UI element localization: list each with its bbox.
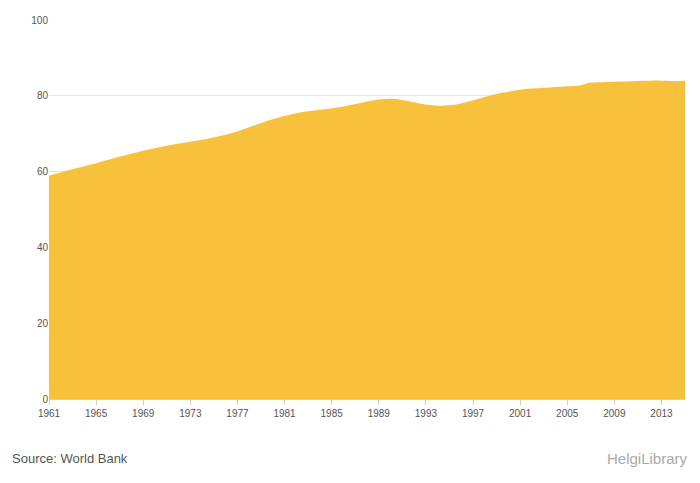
svg-text:100: 100 xyxy=(31,15,48,26)
svg-text:2009: 2009 xyxy=(603,408,626,419)
svg-text:HelgiLibrary: HelgiLibrary xyxy=(607,450,688,467)
svg-text:60: 60 xyxy=(37,166,49,177)
svg-text:2001: 2001 xyxy=(509,408,532,419)
svg-text:1997: 1997 xyxy=(462,408,485,419)
svg-text:2013: 2013 xyxy=(650,408,673,419)
svg-text:1993: 1993 xyxy=(415,408,438,419)
svg-text:1981: 1981 xyxy=(273,408,296,419)
svg-text:80: 80 xyxy=(37,90,49,101)
svg-text:1977: 1977 xyxy=(226,408,249,419)
svg-text:1969: 1969 xyxy=(132,408,155,419)
svg-text:1961: 1961 xyxy=(38,408,61,419)
svg-text:40: 40 xyxy=(37,242,49,253)
svg-text:1989: 1989 xyxy=(368,408,391,419)
svg-text:1965: 1965 xyxy=(85,408,108,419)
svg-text:0: 0 xyxy=(42,394,48,405)
svg-text:1973: 1973 xyxy=(179,408,202,419)
svg-text:Source: World Bank: Source: World Bank xyxy=(12,451,128,466)
svg-text:2005: 2005 xyxy=(556,408,579,419)
svg-text:20: 20 xyxy=(37,318,49,329)
svg-text:1985: 1985 xyxy=(321,408,344,419)
